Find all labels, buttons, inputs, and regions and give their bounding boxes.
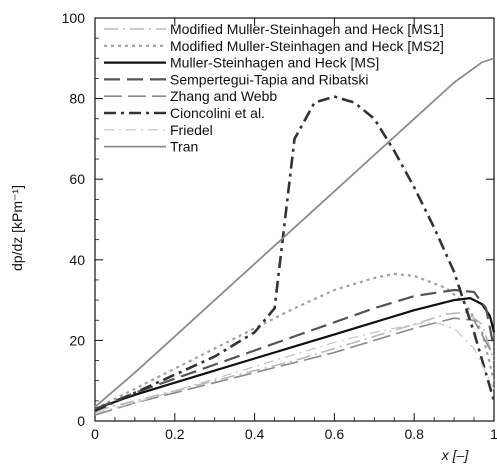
- x-tick-label: 0.6: [325, 426, 345, 442]
- series-line-modified-muller-steinhagen-and-heck-ms1: [94, 311, 495, 412]
- legend-label-friedel: Friedel: [170, 122, 213, 138]
- y-tick-label: 100: [62, 10, 86, 26]
- series-line-friedel: [94, 321, 495, 414]
- x-tick-label: 0.8: [404, 426, 424, 442]
- y-tick-label: 20: [69, 332, 85, 348]
- x-tick-label: 0: [91, 426, 99, 442]
- x-tick-label: 0.4: [245, 426, 265, 442]
- series-line-muller-steinhagen-and-heck-ms: [94, 297, 496, 410]
- legend-label-tran: Tran: [170, 139, 198, 155]
- legend-label-zhang-and-webb: Zhang and Webb: [170, 88, 277, 104]
- series-line-modified-muller-steinhagen-and-heck-ms2: [94, 272, 496, 410]
- series-line-cioncolini-et-al: [94, 95, 496, 413]
- legend-label-modified-muller-steinhagen-and-heck-ms1: Modified Muller-Steinhagen and Heck [MS1…: [170, 21, 444, 37]
- y-tick-label: 40: [69, 252, 85, 268]
- series-line-sempertegui-tapia-and-ribatski: [94, 288, 496, 410]
- series-line-tran: [94, 57, 495, 408]
- legend-label-modified-muller-steinhagen-and-heck-ms2: Modified Muller-Steinhagen and Heck [MS2…: [170, 38, 444, 54]
- legend-label-muller-steinhagen-and-heck-ms: Muller-Steinhagen and Heck [MS]: [170, 55, 379, 71]
- series-line-zhang-and-webb: [94, 317, 495, 416]
- x-tick-label: 0.2: [165, 426, 185, 442]
- axes: 0 0.2 0.4 0.6 0.8 1 0 20 40 60 80 100: [62, 10, 497, 442]
- x-axis-label: x [–]: [441, 447, 470, 463]
- y-tick-label: 60: [69, 171, 85, 187]
- series-layer: [94, 57, 496, 416]
- x-tick-label: 1: [490, 426, 497, 442]
- legend-label-sempertegui-tapia-and-ribatski: Sempertegui-Tapia and Ribatski: [170, 71, 368, 87]
- legend-label-cioncolini-et-al: Cioncolini et al.: [170, 105, 265, 121]
- y-tick-label: 80: [69, 91, 85, 107]
- y-tick-label: 0: [77, 413, 85, 429]
- legend: Modified Muller-Steinhagen and Heck [MS1…: [104, 21, 444, 155]
- y-axis-label: dp/dz [kPm⁻¹]: [9, 185, 25, 271]
